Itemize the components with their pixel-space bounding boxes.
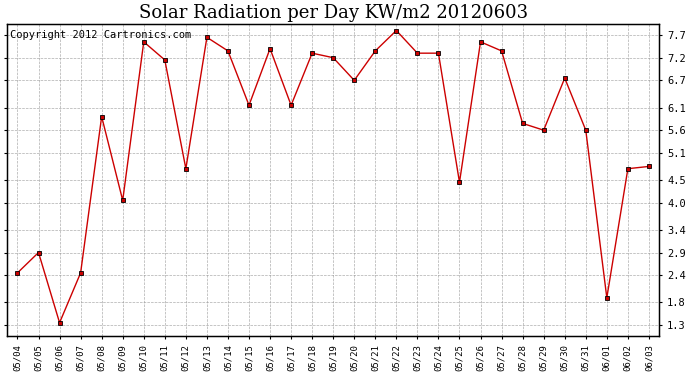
Text: Copyright 2012 Cartronics.com: Copyright 2012 Cartronics.com — [10, 30, 191, 40]
Title: Solar Radiation per Day KW/m2 20120603: Solar Radiation per Day KW/m2 20120603 — [139, 4, 528, 22]
